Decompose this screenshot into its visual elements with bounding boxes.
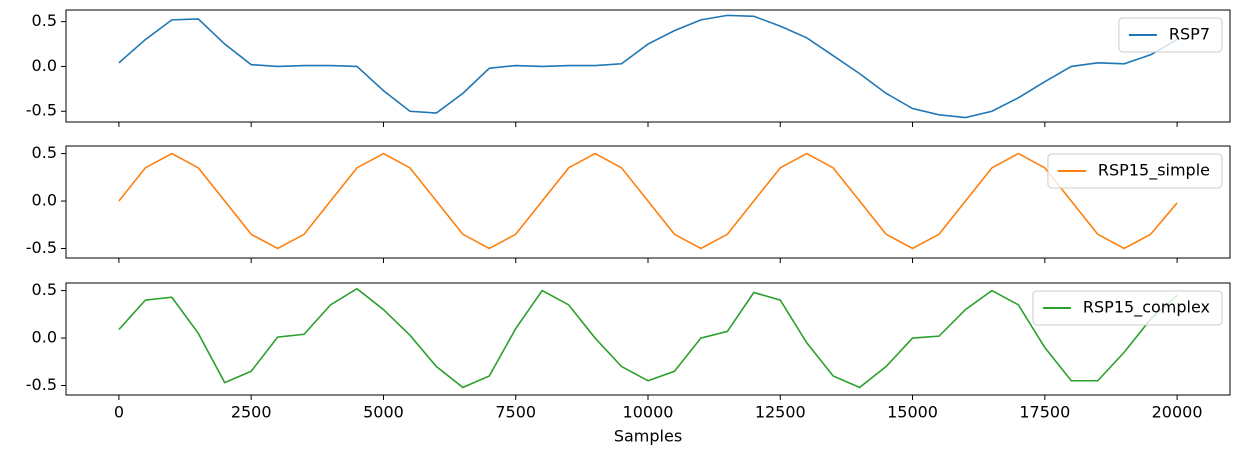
series-line	[118, 287, 1178, 389]
y-tick-label: 0.5	[32, 280, 57, 299]
legend-label: RSP15_complex	[1083, 298, 1210, 318]
axes-frame	[65, 9, 1231, 123]
axes-frame	[65, 145, 1231, 259]
x-tick-label: 7500	[495, 403, 536, 422]
legend: RSP15_simple	[1047, 153, 1223, 189]
series-line	[118, 152, 1178, 250]
y-tick-label: 0.0	[32, 328, 57, 347]
x-tick-label: 10000	[623, 403, 674, 422]
series-line	[118, 14, 1178, 119]
legend-box	[1032, 290, 1223, 326]
legend-box	[1047, 153, 1223, 189]
legend-label: RSP15_simple	[1098, 161, 1210, 181]
legend-box	[1118, 17, 1223, 53]
y-tick-label: 0.5	[32, 11, 57, 30]
legend: RSP7	[1118, 17, 1223, 53]
x-tick-label: 20000	[1152, 403, 1203, 422]
legend: RSP15_complex	[1032, 290, 1223, 326]
y-tick-label: -0.5	[26, 101, 57, 120]
y-tick-label: -0.5	[26, 375, 57, 394]
legend-label: RSP7	[1169, 25, 1210, 44]
y-tick-label: 0.0	[32, 191, 57, 210]
x-tick-label: 5000	[363, 403, 404, 422]
y-tick-label: 0.5	[32, 143, 57, 162]
x-tick-label: 12500	[755, 403, 806, 422]
x-tick-label: 17500	[1019, 403, 1070, 422]
x-tick-label: 0	[114, 403, 124, 422]
axes-frame	[65, 282, 1231, 396]
x-axis-label: Samples	[614, 427, 682, 446]
x-tick-label: 15000	[887, 403, 938, 422]
y-tick-label: 0.0	[32, 56, 57, 75]
x-tick-label: 2500	[231, 403, 272, 422]
y-tick-label: -0.5	[26, 238, 57, 257]
